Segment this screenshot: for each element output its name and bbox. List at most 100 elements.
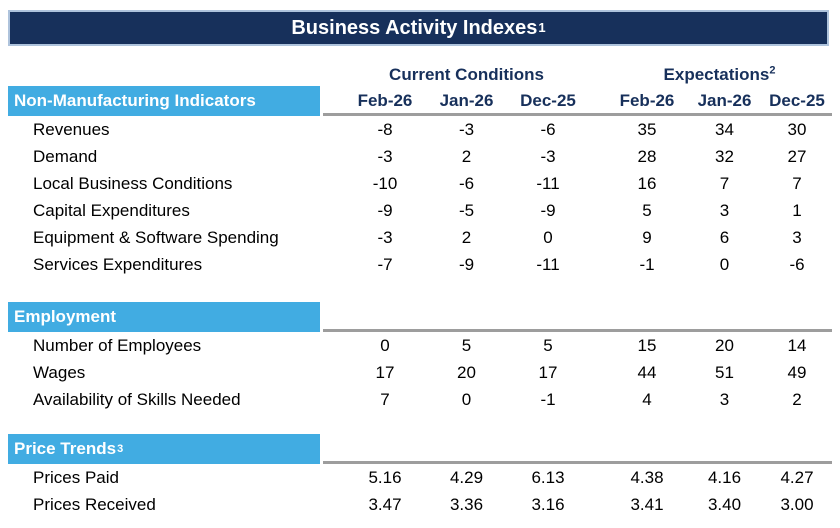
value-cell: 3.47 [368, 494, 402, 514]
table-row: Demand -3 2 -3 28 32 27 [8, 143, 835, 170]
table-row: Prices Paid 5.16 4.29 6.13 4.38 4.16 4.2… [8, 464, 835, 491]
value-cell: 3 [719, 200, 730, 220]
row-label: Wages [33, 362, 86, 382]
report-title: Business Activity Indexes [291, 16, 538, 39]
row-label: Capital Expenditures [33, 200, 190, 220]
row-label: Prices Paid [33, 467, 119, 487]
value-cell: 3.40 [707, 494, 742, 514]
column-group-header-row: Current Conditions Expectations2 [8, 64, 835, 86]
value-cell: 6.13 [531, 467, 565, 487]
table-row: Number of Employees 0 5 5 15 20 14 [8, 332, 835, 359]
value-cell: 0 [543, 227, 553, 247]
row-label: Prices Received [33, 494, 156, 514]
value-cell: -6 [789, 254, 805, 274]
value-cell: 7 [719, 173, 730, 193]
row-label: Revenues [33, 119, 110, 139]
value-cell: -8 [377, 119, 393, 139]
table-row: Prices Received 3.47 3.36 3.16 3.41 3.40… [8, 491, 835, 518]
table-row: Revenues -8 -3 -6 35 34 30 [8, 116, 835, 143]
table-row: Availability of Skills Needed 7 0 -1 4 3… [8, 386, 835, 413]
table-row: Capital Expenditures -9 -5 -9 5 3 1 [8, 197, 835, 224]
column-header-feb26-current: Feb-26 [357, 91, 413, 110]
value-cell: 14 [787, 335, 807, 355]
value-cell: 35 [637, 119, 657, 139]
value-cell: -11 [536, 173, 560, 193]
value-cell: 17 [375, 362, 395, 382]
value-cell: 51 [715, 362, 734, 382]
section-header-row-employment: Employment [8, 302, 835, 332]
value-cell: 44 [637, 362, 657, 382]
value-cell: -11 [536, 254, 560, 274]
value-cell: 9 [642, 227, 652, 247]
value-cell: -10 [372, 173, 398, 193]
value-cell: 0 [461, 389, 472, 409]
report-title-bar: Business Activity Indexes 1 [8, 10, 829, 46]
value-cell: 20 [457, 362, 476, 382]
table-row: Services Expenditures -7 -9 -11 -1 0 -6 [8, 251, 835, 278]
value-cell: -3 [377, 227, 393, 247]
group-header-current-conditions: Current Conditions [389, 65, 544, 84]
value-cell: 3.00 [780, 494, 814, 514]
value-cell: 17 [538, 362, 558, 382]
section-spacer [8, 413, 835, 434]
column-header-feb26-expectations: Feb-26 [619, 91, 675, 110]
value-cell: 3.41 [630, 494, 664, 514]
value-cell: -3 [458, 119, 475, 139]
value-cell: 3.36 [449, 494, 484, 514]
value-cell: 4.38 [630, 467, 664, 487]
value-cell: 0 [719, 254, 730, 274]
value-cell: -5 [458, 200, 475, 220]
value-cell: 3 [719, 389, 730, 409]
row-label: Availability of Skills Needed [33, 389, 241, 409]
value-cell: -9 [540, 200, 556, 220]
value-cell: 2 [461, 227, 472, 247]
value-cell: -3 [377, 146, 393, 166]
value-cell: 2 [792, 389, 802, 409]
value-cell: 16 [637, 173, 657, 193]
value-cell: 34 [715, 119, 734, 139]
table-row: Equipment & Software Spending -3 2 0 9 6… [8, 224, 835, 251]
value-cell: 27 [787, 146, 807, 166]
header-rule [323, 302, 832, 332]
value-cell: 20 [715, 335, 734, 355]
value-cell: -1 [540, 389, 556, 409]
value-cell: 7 [380, 389, 390, 409]
value-cell: -6 [540, 119, 556, 139]
value-cell: 5 [461, 335, 472, 355]
value-cell: 5 [543, 335, 553, 355]
header-rule [323, 86, 832, 116]
section-header-row-non-manufacturing: Non-Manufacturing Indicators Feb-26 Jan-… [8, 86, 835, 116]
table-row: Wages 17 20 17 44 51 49 [8, 359, 835, 386]
expectations-footnote: 2 [769, 64, 776, 77]
value-cell: 5 [642, 200, 652, 220]
section-spacer [8, 278, 835, 302]
value-cell: -7 [377, 254, 393, 274]
row-label: Demand [33, 146, 98, 166]
value-cell: 4.16 [707, 467, 742, 487]
value-cell: -1 [639, 254, 655, 274]
group-header-expectations: Expectations2 [663, 64, 776, 84]
row-label: Services Expenditures [33, 254, 203, 274]
column-header-dec25-current: Dec-25 [520, 91, 576, 110]
value-cell: -6 [458, 173, 475, 193]
value-cell: -9 [377, 200, 393, 220]
column-header-jan26-expectations: Jan-26 [697, 91, 752, 110]
row-label: Local Business Conditions [33, 173, 233, 193]
table-row: Local Business Conditions -10 -6 -11 16 … [8, 170, 835, 197]
value-cell: -3 [540, 146, 556, 166]
value-cell: 49 [787, 362, 807, 382]
value-cell: 1 [792, 200, 802, 220]
value-cell: 32 [715, 146, 734, 166]
value-cell: 5.16 [368, 467, 402, 487]
value-cell: 30 [787, 119, 807, 139]
section-header-non-manufacturing: Non-Manufacturing Indicators [8, 86, 320, 116]
row-label: Number of Employees [33, 335, 202, 355]
value-cell: 3 [792, 227, 802, 247]
value-cell: 0 [380, 335, 390, 355]
row-label: Equipment & Software Spending [33, 227, 279, 247]
column-header-jan26-current: Jan-26 [439, 91, 494, 110]
value-cell: 2 [461, 146, 472, 166]
section-header-price-trends: Price Trends 3 [8, 434, 320, 464]
value-cell: 4 [642, 389, 652, 409]
